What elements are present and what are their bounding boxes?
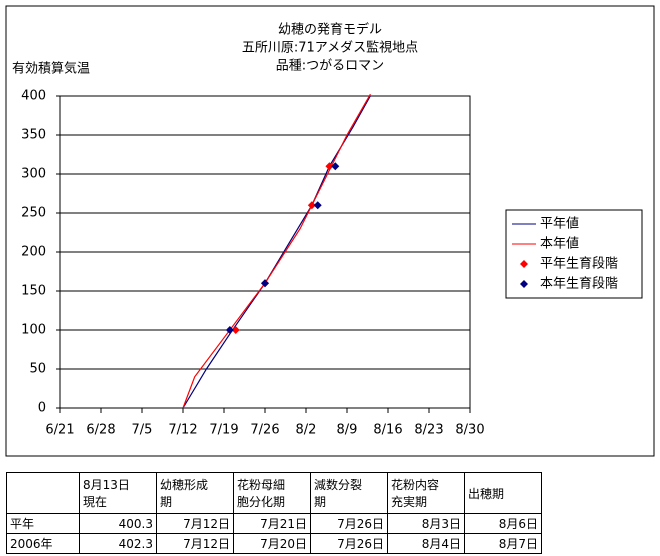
y-tick-label: 400 bbox=[21, 89, 46, 104]
y-tick-label: 250 bbox=[21, 206, 46, 221]
data-point bbox=[313, 201, 322, 210]
x-tick-label: 8/16 bbox=[373, 423, 402, 438]
header-cell bbox=[6, 472, 80, 514]
table-cell: 8月6日 bbox=[464, 513, 542, 534]
legend-label: 平年値 bbox=[540, 216, 579, 232]
legend-swatch bbox=[520, 280, 528, 288]
legend-label: 本年値 bbox=[540, 236, 579, 252]
chart-title: 品種:つがるロマン bbox=[276, 58, 384, 74]
table-cell: 402.3 bbox=[79, 533, 157, 554]
x-tick-label: 7/19 bbox=[209, 423, 238, 438]
data-line bbox=[182, 93, 371, 409]
legend-label: 平年生育段階 bbox=[540, 256, 618, 272]
y-tick-label: 300 bbox=[21, 167, 46, 182]
table-row: 平年 400.3 7月12日 7月21日 7月26日 8月3日 8月6日 bbox=[6, 513, 542, 534]
table-row: 2006年 402.3 7月12日 7月20日 7月26日 8月4日 8月7日 bbox=[6, 533, 542, 554]
plot-area bbox=[59, 95, 471, 409]
data-point bbox=[331, 162, 340, 171]
table-row: 8月13日 現在 幼穂形成 期花粉母細 胞分化期 減数分裂 期花粉内容 充実期 出穂期 bbox=[6, 472, 542, 514]
data-line bbox=[182, 95, 371, 409]
chart-border bbox=[5, 5, 655, 457]
data-point bbox=[231, 326, 240, 334]
chart-title: 幼穂の発育モデル bbox=[278, 22, 382, 38]
x-tick-label: 8/2 bbox=[296, 423, 317, 438]
legend-swatch bbox=[520, 260, 528, 268]
legend-label: 本年生育段階 bbox=[540, 276, 618, 292]
y-tick-label: 350 bbox=[21, 128, 46, 143]
data-point bbox=[261, 279, 269, 288]
x-tick-label: 8/30 bbox=[455, 423, 484, 438]
table-cell: 8月3日 bbox=[387, 513, 465, 534]
table-cell: 7月21日 bbox=[233, 513, 311, 534]
data-point bbox=[325, 162, 334, 171]
header-cell: 8月13日 現在 bbox=[79, 472, 157, 514]
y-tick-label: 150 bbox=[21, 284, 46, 299]
y-tick-label: 100 bbox=[21, 323, 46, 338]
data-point bbox=[307, 201, 316, 210]
x-tick-label: 7/26 bbox=[250, 423, 279, 438]
table-cell: 8月4日 bbox=[387, 533, 465, 554]
table-cell: 7月20日 bbox=[233, 533, 311, 554]
header-cell: 花粉母細 胞分化期 bbox=[233, 472, 311, 514]
legend-box bbox=[505, 209, 643, 299]
table-cell: 2006年 bbox=[6, 533, 80, 554]
y-tick-label: 0 bbox=[38, 401, 46, 416]
header-cell: 幼穂形成 期 bbox=[156, 472, 234, 514]
table-cell: 平年 bbox=[6, 513, 80, 534]
data-point bbox=[225, 326, 234, 334]
header-cell: 花粉内容 充実期 bbox=[387, 472, 465, 514]
x-tick-label: 8/9 bbox=[337, 423, 358, 438]
table-cell: 7月26日 bbox=[310, 513, 388, 534]
table-cell: 7月12日 bbox=[156, 533, 234, 554]
header-cell: 出穂期 bbox=[464, 472, 542, 514]
chart-title: 五所川原:71アメダス監視地点 bbox=[242, 40, 418, 56]
x-tick-label: 7/12 bbox=[168, 423, 197, 438]
x-tick-label: 8/23 bbox=[414, 423, 443, 438]
table-cell: 7月26日 bbox=[310, 533, 388, 554]
x-tick-label: 6/28 bbox=[86, 423, 115, 438]
header-cell: 減数分裂 期 bbox=[310, 472, 388, 514]
y-axis-title: 有効積算気温 bbox=[12, 61, 90, 77]
table-cell: 8月7日 bbox=[464, 533, 542, 554]
y-tick-label: 200 bbox=[21, 245, 46, 260]
table-cell: 400.3 bbox=[79, 513, 157, 534]
x-tick-label: 7/5 bbox=[132, 423, 153, 438]
table-cell: 7月12日 bbox=[156, 513, 234, 534]
y-tick-label: 50 bbox=[29, 362, 46, 377]
data-table: 8月13日 現在 幼穂形成 期花粉母細 胞分化期 減数分裂 期花粉内容 充実期 出穂期… bbox=[6, 472, 542, 554]
x-tick-label: 6/21 bbox=[45, 423, 74, 438]
